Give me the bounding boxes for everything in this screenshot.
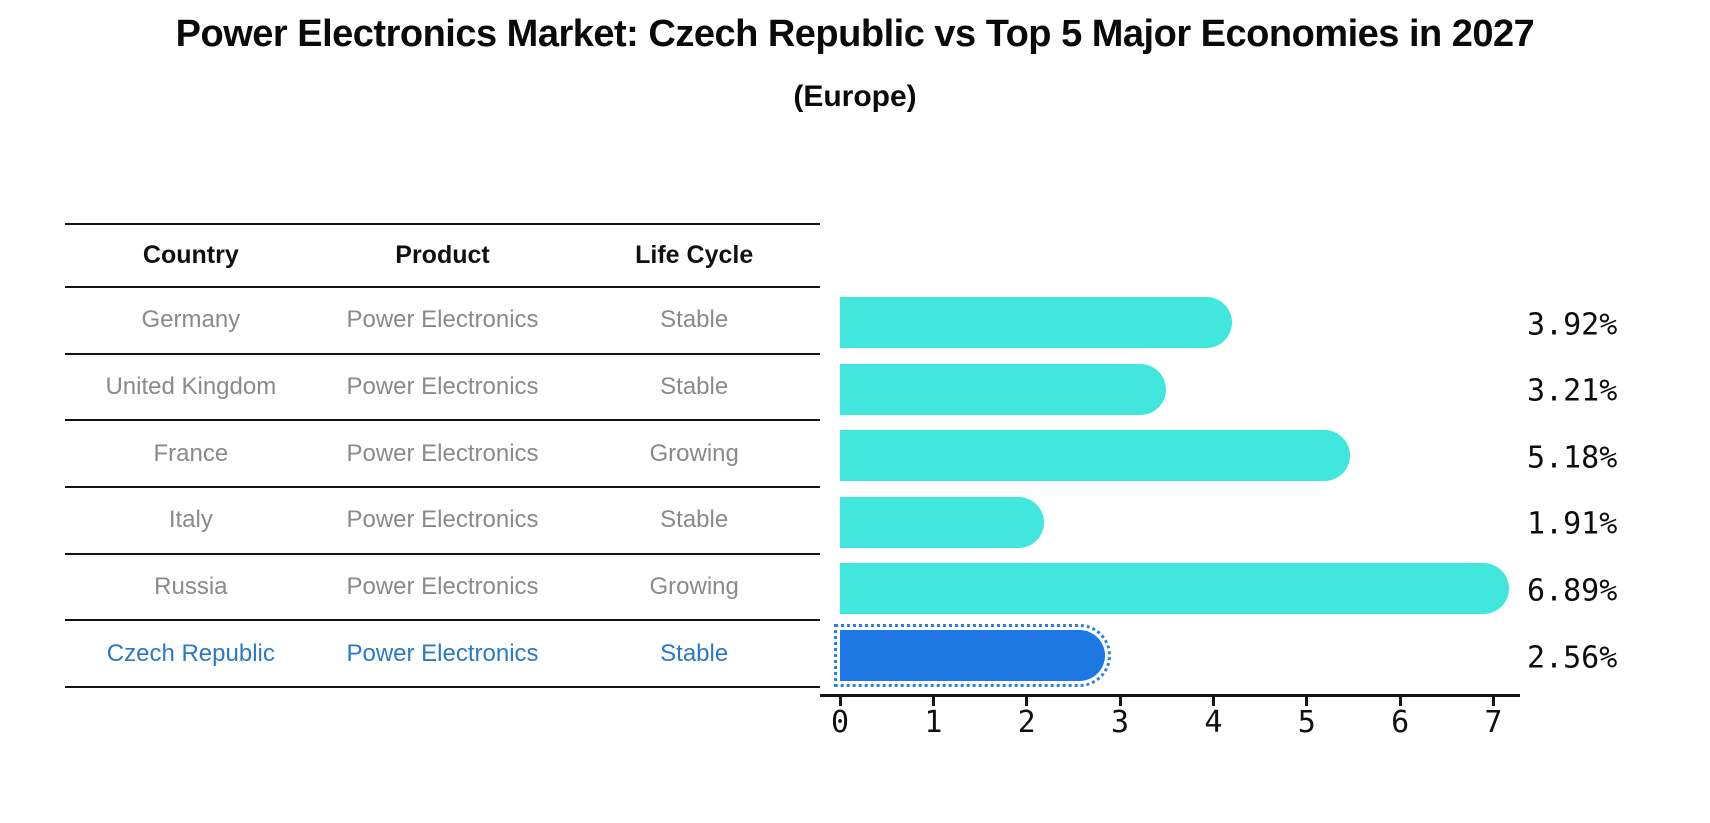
table-row-italy: Italy Power Electronics Stable (65, 488, 820, 555)
chart-subtitle: (Europe) (793, 80, 917, 113)
country-cell: France (153, 439, 229, 467)
value-label-germany: 3.92% (1527, 307, 1618, 342)
product-cell: Power Electronics (346, 639, 539, 667)
product-cell: Power Electronics (346, 372, 539, 400)
column-header-product: Product (395, 241, 490, 269)
country-table: Country Product Life Cycle Germany Power… (65, 223, 820, 688)
x-tick-label-0: 0 (830, 705, 850, 740)
x-tick-label-1: 1 (924, 705, 943, 740)
value-label-united-kingdom: 3.21% (1527, 373, 1618, 409)
x-tick-label-6: 6 (1391, 705, 1410, 740)
table-row-united-kingdom: United Kingdom Power Electronics Stable (65, 355, 820, 422)
product-cell: Power Electronics (346, 306, 539, 334)
country-cell: Italy (168, 506, 213, 534)
x-axis-line (820, 694, 1520, 697)
country-cell: Germany (141, 306, 241, 334)
x-tick-mark (1491, 697, 1495, 706)
product-cell: Power Electronics (346, 439, 539, 467)
table-row-france: France Power Electronics Growing (65, 421, 820, 488)
x-tick-mark (931, 697, 935, 706)
table-row-czech-republic: Czech Republic Power Electronics Stable (65, 621, 820, 688)
x-tick-label-2: 2 (1017, 705, 1036, 740)
bar-united-kingdom (840, 363, 1166, 415)
value-label-russia: 6.89% (1527, 573, 1618, 609)
x-tick-mark (1305, 697, 1309, 706)
bar-italy (840, 496, 1045, 548)
product-cell: Power Electronics (346, 572, 539, 600)
x-tick-mark (838, 697, 842, 706)
life-cycle-cell: Stable (660, 506, 729, 534)
bar-czech-republic (834, 624, 1111, 687)
bar-russia (840, 563, 1510, 615)
x-tick-label-7: 7 (1484, 705, 1503, 740)
bar-france (840, 430, 1350, 482)
country-cell: Russia (154, 572, 228, 600)
value-label-france: 5.18% (1527, 440, 1618, 476)
life-cycle-cell: Stable (660, 639, 729, 667)
country-cell: Czech Republic (106, 639, 275, 667)
life-cycle-cell: Stable (660, 306, 729, 334)
bar-germany (840, 297, 1232, 348)
column-header-country: Country (142, 241, 239, 269)
table-row-russia: Russia Power Electronics Growing (65, 555, 820, 622)
x-tick-mark (1025, 697, 1029, 706)
chart-title: Power Electronics Market: Czech Republic… (175, 13, 1535, 55)
column-header-life-cycle: Life Cycle (635, 241, 754, 269)
x-tick-label-5: 5 (1297, 705, 1316, 740)
life-cycle-cell: Stable (660, 372, 729, 400)
x-tick-label-3: 3 (1111, 705, 1130, 740)
life-cycle-cell: Growing (649, 572, 739, 600)
x-tick-label-4: 4 (1204, 705, 1223, 740)
life-cycle-cell: Growing (649, 439, 739, 467)
table-row-germany: Germany Power Electronics Stable (65, 288, 820, 355)
product-cell: Power Electronics (346, 506, 539, 534)
table-header-row: Country Product Life Cycle (65, 223, 820, 288)
x-tick-mark (1118, 697, 1122, 706)
x-tick-mark (1398, 697, 1402, 706)
country-cell: United Kingdom (105, 372, 277, 400)
value-label-czech-republic: 2.56% (1527, 640, 1618, 675)
x-tick-mark (1211, 697, 1215, 706)
value-label-italy: 1.91% (1527, 506, 1618, 542)
